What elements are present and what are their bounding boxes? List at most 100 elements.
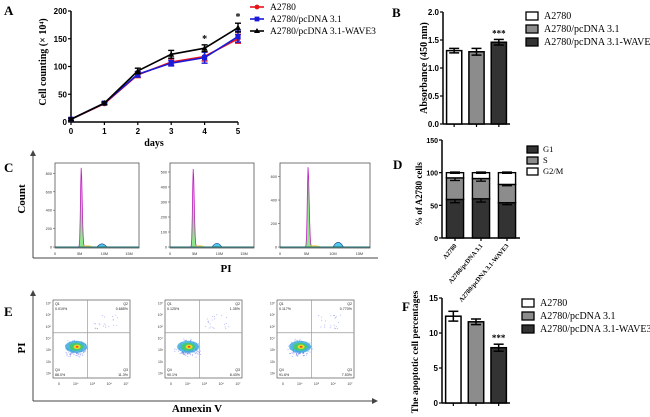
panel-e-event-dot <box>68 351 70 353</box>
panel-e-event-dot <box>99 324 101 326</box>
panel-e-q4-value: 91.6% <box>279 373 290 377</box>
panel-d-y-axis-label: % of A2780 cells <box>414 162 424 226</box>
panel-e-event-dot <box>338 321 340 323</box>
panel-a-data-point <box>235 33 241 40</box>
panel-e-q1-name: Q1 <box>279 302 284 306</box>
panel-e-q4-value: 90.1% <box>167 373 178 377</box>
panel-e-x-tick-label: 10⁴ <box>185 382 191 386</box>
panel-d-stacked-bar-chart: % of A2780 cells 0 50 100 150 A2780A2780/pcD… <box>414 138 564 304</box>
panel-d-bar-segment <box>497 202 517 239</box>
panel-a-data-point <box>235 24 241 31</box>
panel-e-event-dot <box>103 323 105 325</box>
panel-e-x-tick-label: 10⁴ <box>297 382 303 386</box>
panel-c-plot-frame <box>54 162 140 249</box>
panel-d-y-tick-label: 150 <box>426 138 438 145</box>
panel-e-y-tick-label: 10⁶ <box>270 313 276 317</box>
panel-c-x-tick-label: 10M <box>101 252 108 256</box>
panel-e-event-dot <box>224 326 226 328</box>
panel-f-bar <box>467 321 485 404</box>
panel-c-y-tick-label: 0 <box>165 246 167 250</box>
arrow-right-icon <box>372 398 378 404</box>
panel-e-event-dot <box>73 354 75 356</box>
panel-a-y-tick-label: 200 <box>54 7 68 16</box>
panel-e-event-dot <box>189 354 191 356</box>
panel-d-bar-segment <box>471 198 491 239</box>
panel-e-event-dot <box>293 353 295 355</box>
panel-e-event-dot <box>298 353 300 355</box>
panel-e-event-dot <box>116 324 118 326</box>
panel-a-x-axis-label: days <box>144 138 164 149</box>
panel-e-event-dot <box>335 325 337 327</box>
panel-e-event-dot <box>211 319 213 321</box>
panel-f-legend-label: A2780 <box>540 298 567 309</box>
panel-e-event-dot <box>108 326 110 328</box>
panel-e-event-dot <box>214 318 216 320</box>
panel-e-q2-name: Q2 <box>235 302 240 306</box>
panel-e-event-dot <box>335 328 337 330</box>
panel-e-event-dot <box>212 315 214 317</box>
panel-e-event-dot <box>94 328 96 330</box>
panel-c-y-tick-label: 800 <box>46 172 52 176</box>
arrow-up-icon <box>30 150 36 156</box>
panel-e-y-tick-label: 10¹ <box>270 372 276 376</box>
panel-e-x-tick-label: 10⁶ <box>219 382 225 386</box>
panel-c-x-tick-label: 5M <box>77 252 82 256</box>
panel-b-bar <box>490 41 508 125</box>
panel-e-event-dot <box>182 352 184 354</box>
panel-d-bar-segment <box>445 198 465 239</box>
panel-e-x-tick-label: 10⁶ <box>331 382 337 386</box>
panel-b-legend-swatch <box>525 37 539 47</box>
panel-f-legend-label: A2780/pcDNA 3.1 <box>540 311 616 322</box>
panel-e-x-tick-label: 0 <box>282 382 284 386</box>
panel-e-density-red <box>187 345 191 348</box>
panel-e-plot-frame <box>164 299 243 379</box>
panel-e-event-dot <box>320 326 322 328</box>
panel-e-event-dot <box>311 348 313 350</box>
panel-d-y-tick-label: 50 <box>430 203 438 210</box>
panel-e-event-dot <box>333 327 335 329</box>
panel-e-event-dot <box>295 355 297 357</box>
panel-e-y-tick-label: 10⁴ <box>158 337 164 341</box>
arrow-up-icon <box>30 290 36 296</box>
panel-e-y-tick-label: 10³ <box>158 348 164 352</box>
panel-e-q3-name: Q3 <box>235 368 240 372</box>
panel-e-event-dot <box>66 352 68 354</box>
panel-e-event-dot <box>197 353 199 355</box>
panel-e-event-dot <box>179 352 181 354</box>
panel-e-event-dot <box>321 319 323 321</box>
panel-e-event-dot <box>309 342 311 344</box>
panel-e-x-tick-label: 10⁵ <box>314 382 320 386</box>
panel-e-event-dot <box>75 354 77 356</box>
panel-b-y-tick-label: 2.0 <box>428 8 440 17</box>
panel-d-x-tick-label: A2780 <box>442 243 459 261</box>
panel-e-event-dot <box>307 350 309 352</box>
panel-e-event-dot <box>225 322 227 324</box>
panel-e-event-dot <box>175 349 177 351</box>
panel-e-y-tick-label: 10² <box>158 360 164 364</box>
panel-b-legend-label: A2780 <box>544 11 571 22</box>
panel-a-x-tick-label: 4 <box>202 127 207 136</box>
panel-c-x-tick-label: 0 <box>279 252 281 256</box>
panel-c-y-axis-label: Count <box>16 184 28 214</box>
panel-e-event-dot <box>185 353 187 355</box>
panel-e-event-dot <box>334 317 336 319</box>
panel-c-x-tick-label: 10M <box>216 252 223 256</box>
panel-e-event-dot <box>72 340 74 342</box>
panel-e-event-dot <box>80 354 82 356</box>
panel-e-event-dot <box>207 321 209 323</box>
panel-b-legend-swatch <box>525 11 539 21</box>
panel-e-event-dot <box>291 341 293 343</box>
panel-e-event-dot <box>296 354 298 356</box>
panel-e-event-dot <box>206 318 208 320</box>
panel-e-event-dot <box>225 327 227 329</box>
panel-e-q3-name: Q3 <box>123 368 128 372</box>
panel-c-y-tick-label: 400 <box>46 209 52 213</box>
panel-e-y-tick-label: 10⁶ <box>158 313 164 317</box>
panel-c-x-tick-label: 10M <box>329 252 336 256</box>
panel-e-q1-name: Q1 <box>167 302 172 306</box>
panel-e-y-tick-label: 10⁷ <box>158 302 164 306</box>
panel-c-y-tick-label: 0 <box>50 246 52 250</box>
panel-e-event-dot <box>335 316 337 318</box>
